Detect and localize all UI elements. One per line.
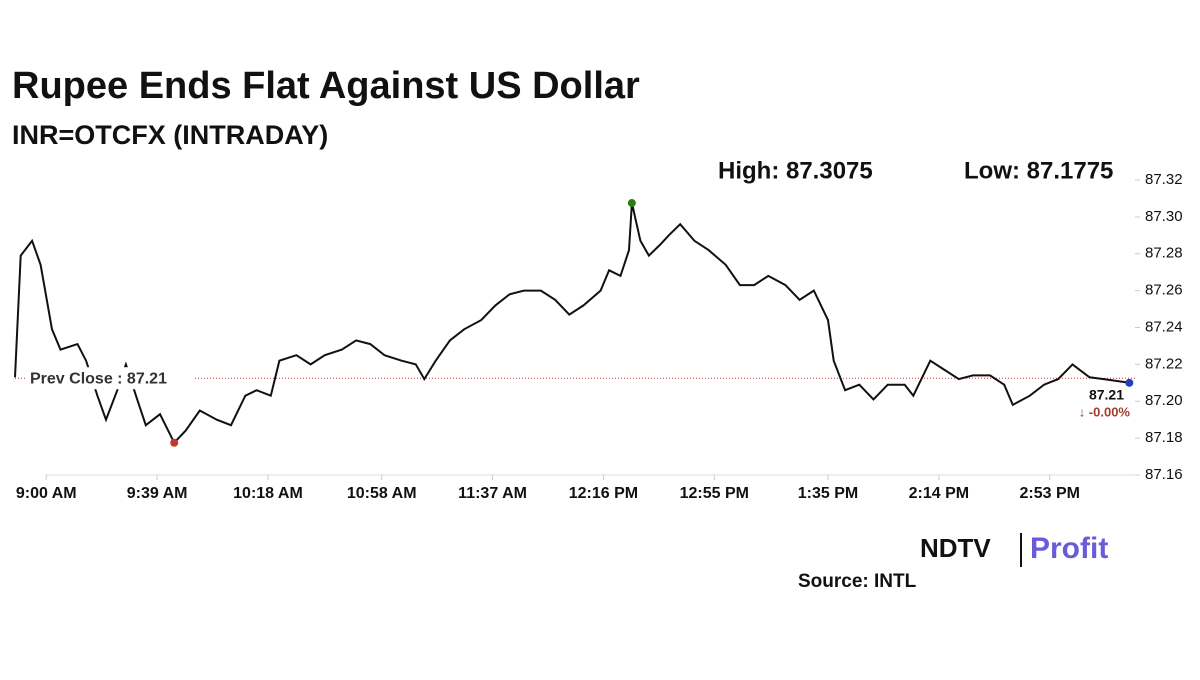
x-tick-label: 12:55 PM: [680, 485, 749, 502]
y-tick-label: 87.22: [1145, 355, 1183, 372]
y-tick-label: 87.30: [1145, 208, 1183, 225]
source: Source: INTL: [798, 571, 917, 592]
prev-close-label-bg: [26, 367, 194, 390]
x-tick-label: 12:16 PM: [569, 485, 638, 502]
y-tick-label: 87.20: [1145, 392, 1183, 409]
x-tick-label: 2:53 PM: [1019, 485, 1079, 502]
x-tick-label: 9:39 AM: [127, 485, 188, 502]
high-marker: [627, 199, 636, 208]
y-tick-label: 87.26: [1145, 282, 1183, 299]
low-marker: [170, 438, 179, 447]
last-value-label: 87.21: [1089, 387, 1124, 403]
high-label: High: 87.3075: [718, 157, 873, 184]
last-marker: [1125, 378, 1134, 387]
price-line: [14, 202, 1130, 445]
prev-close-label: Prev Close : 87.21: [30, 370, 167, 387]
y-tick-label: 87.32: [1145, 171, 1183, 188]
chart-subtitle: INR=OTCFX (INTRADAY): [12, 120, 328, 150]
y-tick-label: 87.18: [1145, 429, 1183, 446]
x-tick-label: 9:00 AM: [16, 485, 77, 502]
y-tick-label: 87.16: [1145, 466, 1183, 483]
change-label: ↓ -0.00%: [1079, 404, 1131, 419]
logo-profit: Profit: [1030, 532, 1108, 565]
x-tick-label: 1:35 PM: [798, 485, 858, 502]
x-tick-label: 11:37 AM: [458, 485, 527, 502]
x-tick-label: 10:58 AM: [347, 485, 417, 502]
logo-ndtv: NDTV: [920, 533, 991, 563]
y-tick-label: 87.28: [1145, 245, 1183, 262]
chart-title: Rupee Ends Flat Against US Dollar: [12, 65, 640, 107]
y-tick-label: 87.24: [1145, 318, 1183, 335]
x-tick-label: 10:18 AM: [233, 485, 303, 502]
low-label: Low: 87.1775: [964, 157, 1113, 184]
x-tick-label: 2:14 PM: [909, 485, 969, 502]
